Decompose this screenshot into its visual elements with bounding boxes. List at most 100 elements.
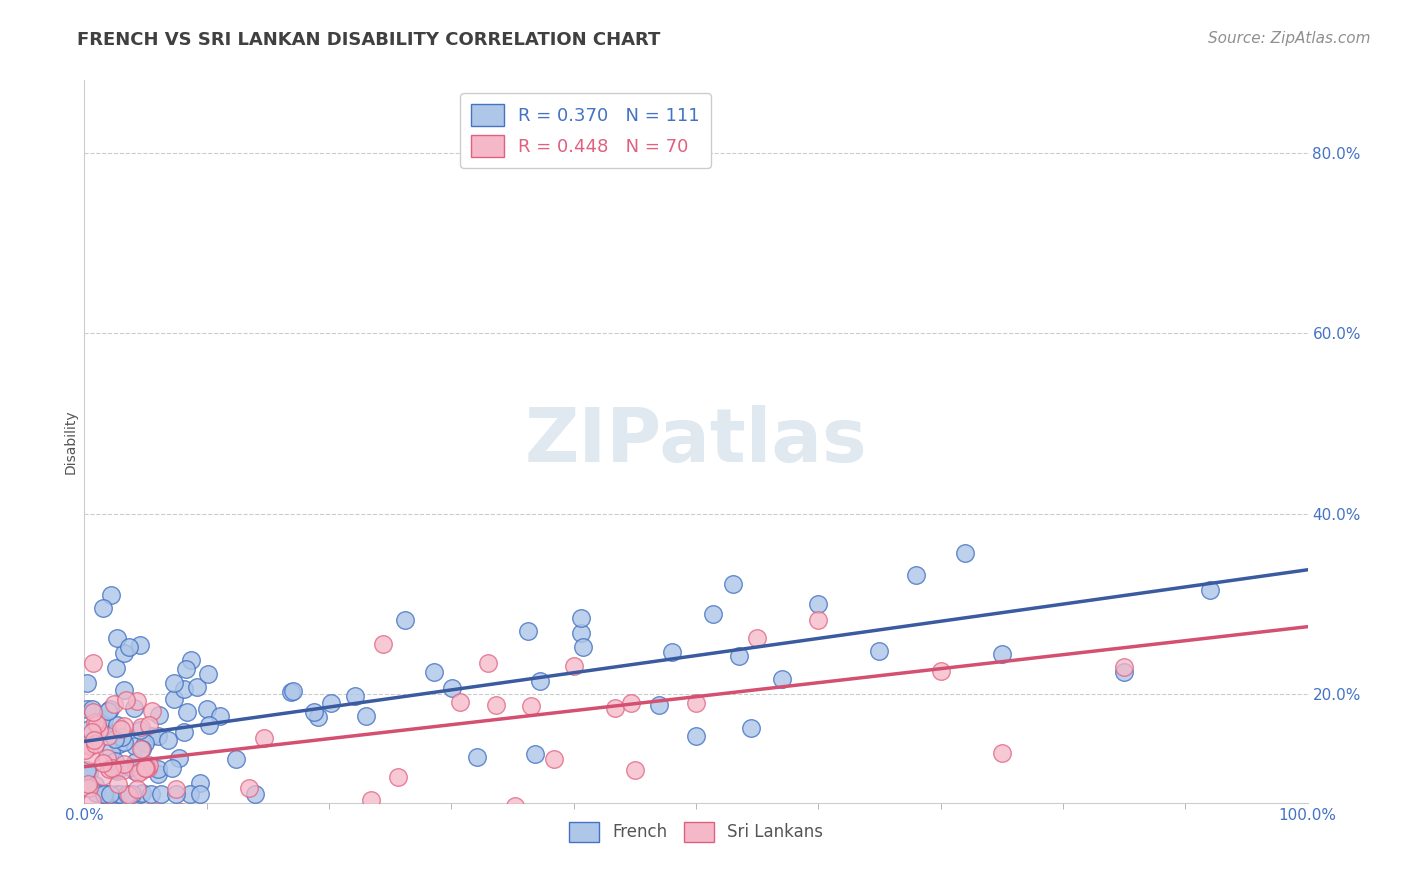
Point	[991, 746, 1014, 760]
Point	[76, 675, 98, 690]
Point	[107, 764, 129, 778]
Point	[100, 589, 122, 603]
Point	[100, 744, 122, 758]
Point	[173, 681, 195, 696]
Point	[121, 787, 143, 801]
Point	[75, 805, 97, 819]
Point	[112, 763, 135, 777]
Point	[82, 705, 104, 719]
Point	[80, 725, 103, 739]
Point	[100, 787, 122, 801]
Point	[135, 760, 157, 774]
Point	[131, 741, 153, 756]
Point	[124, 764, 146, 778]
Point	[134, 736, 156, 750]
Point	[807, 598, 830, 612]
Point	[115, 787, 138, 801]
Point	[86, 716, 108, 731]
Point	[150, 787, 173, 801]
Point	[91, 600, 114, 615]
Point	[685, 697, 707, 711]
Point	[685, 729, 707, 743]
Point	[1198, 582, 1220, 597]
Point	[905, 568, 928, 582]
Point	[953, 546, 976, 560]
Point	[91, 769, 114, 783]
Point	[343, 689, 366, 703]
Point	[77, 780, 100, 795]
Point	[108, 737, 131, 751]
Point	[114, 735, 136, 749]
Point	[93, 721, 115, 735]
Legend: French, Sri Lankans: French, Sri Lankans	[562, 815, 830, 848]
Point	[624, 764, 647, 778]
Point	[98, 762, 121, 776]
Point	[180, 652, 202, 666]
Point	[98, 702, 121, 716]
Point	[77, 777, 100, 791]
Point	[188, 776, 211, 790]
Point	[174, 662, 197, 676]
Point	[186, 680, 208, 694]
Point	[449, 695, 471, 709]
Point	[529, 673, 551, 688]
Point	[80, 794, 103, 808]
Point	[94, 787, 117, 801]
Point	[112, 719, 135, 733]
Point	[148, 762, 170, 776]
Point	[131, 786, 153, 800]
Point	[661, 645, 683, 659]
Point	[991, 647, 1014, 661]
Point	[354, 709, 377, 723]
Point	[302, 705, 325, 719]
Point	[104, 732, 127, 747]
Point	[129, 638, 152, 652]
Point	[485, 698, 508, 713]
Point	[225, 752, 247, 766]
Point	[721, 577, 744, 591]
Point	[571, 640, 593, 654]
Point	[727, 648, 749, 663]
Point	[124, 756, 146, 770]
Point	[77, 723, 100, 737]
Point	[76, 702, 98, 716]
Point	[170, 805, 193, 819]
Point	[869, 643, 891, 657]
Point	[93, 787, 115, 801]
Y-axis label: Disability: Disability	[63, 409, 77, 474]
Point	[139, 787, 162, 801]
Point	[104, 762, 127, 776]
Point	[740, 721, 762, 735]
Point	[104, 661, 127, 675]
Point	[120, 760, 142, 774]
Point	[138, 805, 160, 819]
Point	[105, 718, 128, 732]
Point	[620, 696, 643, 710]
Point	[440, 681, 463, 695]
Point	[360, 793, 382, 807]
Point	[91, 756, 114, 771]
Point	[129, 720, 152, 734]
Point	[122, 701, 145, 715]
Point	[112, 756, 135, 771]
Point	[79, 805, 101, 819]
Point	[96, 805, 118, 819]
Point	[569, 611, 592, 625]
Point	[148, 729, 170, 743]
Point	[139, 729, 162, 743]
Point	[141, 704, 163, 718]
Point	[77, 766, 100, 780]
Point	[603, 701, 626, 715]
Point	[97, 704, 120, 718]
Point	[770, 672, 793, 686]
Point	[422, 665, 444, 680]
Point	[110, 722, 132, 736]
Point	[129, 764, 152, 778]
Point	[125, 694, 148, 708]
Point	[84, 786, 107, 800]
Point	[371, 637, 394, 651]
Point	[108, 787, 131, 801]
Point	[394, 613, 416, 627]
Point	[252, 731, 274, 745]
Point	[128, 723, 150, 737]
